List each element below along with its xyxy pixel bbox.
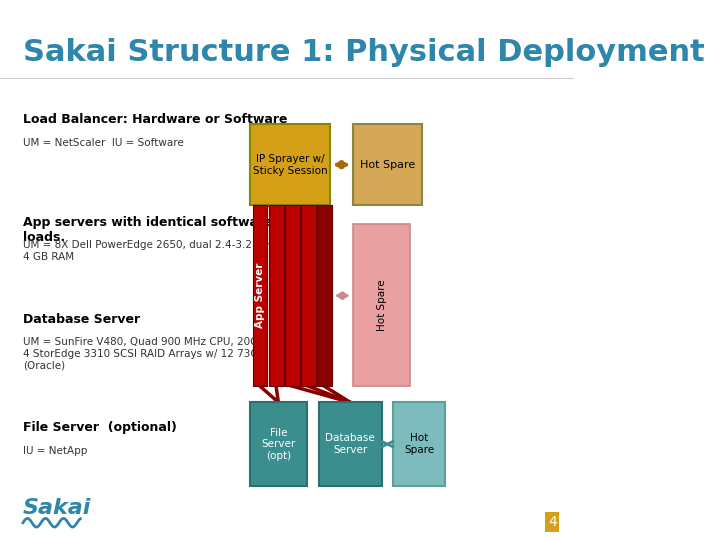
FancyBboxPatch shape bbox=[250, 124, 330, 205]
Text: Sakai: Sakai bbox=[23, 497, 91, 518]
Text: Hot
Spare: Hot Spare bbox=[404, 433, 434, 455]
Text: File Server  (optional): File Server (optional) bbox=[23, 421, 177, 434]
Text: App Server: App Server bbox=[255, 263, 265, 328]
Text: File
Server
(opt): File Server (opt) bbox=[261, 428, 295, 461]
FancyBboxPatch shape bbox=[253, 205, 267, 386]
FancyBboxPatch shape bbox=[317, 205, 332, 386]
FancyBboxPatch shape bbox=[393, 402, 445, 486]
Text: UM = SunFire V480, Quad 900 MHz CPU, 20GB RAM,
4 StorEdge 3310 SCSI RAID Arrays : UM = SunFire V480, Quad 900 MHz CPU, 20G… bbox=[23, 338, 295, 370]
Text: Hot Spare: Hot Spare bbox=[360, 160, 415, 170]
Text: Sakai Structure 1: Physical Deployment: Sakai Structure 1: Physical Deployment bbox=[23, 38, 705, 67]
Text: UM = 8X Dell PowerEdge 2650, dual 2.4-3.2 GHz CPU,
4 GB RAM: UM = 8X Dell PowerEdge 2650, dual 2.4-3.… bbox=[23, 240, 305, 262]
Text: App servers with identical software
loads.: App servers with identical software load… bbox=[23, 216, 273, 244]
Text: Hot Spare: Hot Spare bbox=[377, 279, 387, 331]
FancyBboxPatch shape bbox=[284, 205, 300, 386]
FancyBboxPatch shape bbox=[353, 224, 410, 386]
FancyBboxPatch shape bbox=[250, 402, 307, 486]
Text: Database
Server: Database Server bbox=[325, 433, 375, 455]
Text: Load Balancer: Hardware or Software: Load Balancer: Hardware or Software bbox=[23, 113, 287, 126]
Text: UM = NetScaler  IU = Software: UM = NetScaler IU = Software bbox=[23, 138, 184, 148]
FancyBboxPatch shape bbox=[301, 205, 315, 386]
FancyBboxPatch shape bbox=[353, 124, 422, 205]
FancyBboxPatch shape bbox=[318, 402, 382, 486]
Text: Database Server: Database Server bbox=[23, 313, 140, 326]
Text: 4: 4 bbox=[548, 515, 557, 529]
Text: IP Sprayer w/
Sticky Session: IP Sprayer w/ Sticky Session bbox=[253, 154, 327, 176]
FancyBboxPatch shape bbox=[269, 205, 284, 386]
Text: IU = NetApp: IU = NetApp bbox=[23, 446, 87, 456]
